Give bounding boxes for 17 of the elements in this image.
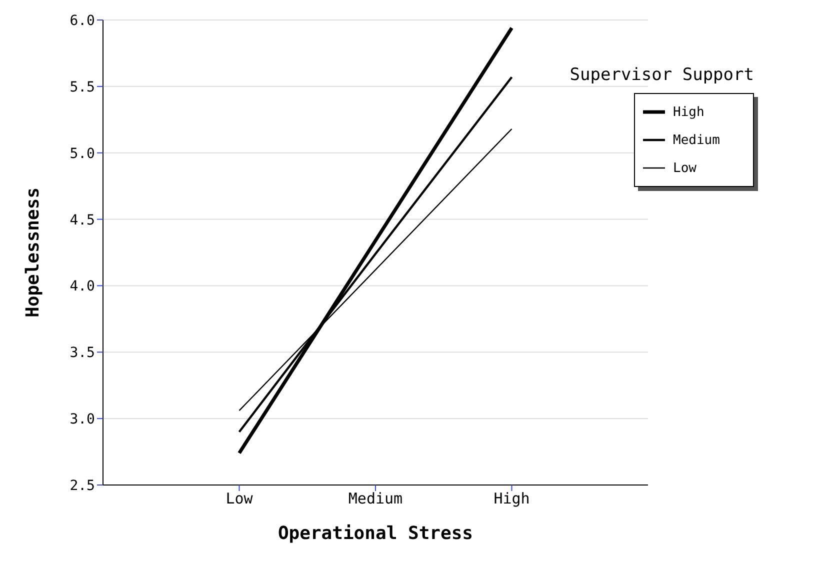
y-tick-label: 4.5 xyxy=(70,212,95,228)
y-tick-label: 3.0 xyxy=(70,412,95,428)
x-tick-label: Low xyxy=(226,490,254,508)
y-tick-label: 5.5 xyxy=(70,79,95,96)
legend-label: High xyxy=(673,104,704,120)
y-axis-title: Hopelessness xyxy=(22,187,44,318)
x-tick-label: Medium xyxy=(348,490,403,508)
y-tick-label: 3.5 xyxy=(70,345,95,362)
x-axis-title: Operational Stress xyxy=(278,523,474,544)
x-tick-label: High xyxy=(494,490,530,508)
y-tick-label: 6.0 xyxy=(70,12,95,29)
y-tick-label: 2.5 xyxy=(70,478,95,494)
y-tick-label: 4.0 xyxy=(70,278,95,295)
legend-title: Supervisor Support xyxy=(570,65,754,85)
y-tick-label: 5.0 xyxy=(70,146,95,162)
legend-label: Medium xyxy=(673,132,720,148)
legend-label: Low xyxy=(673,160,696,176)
